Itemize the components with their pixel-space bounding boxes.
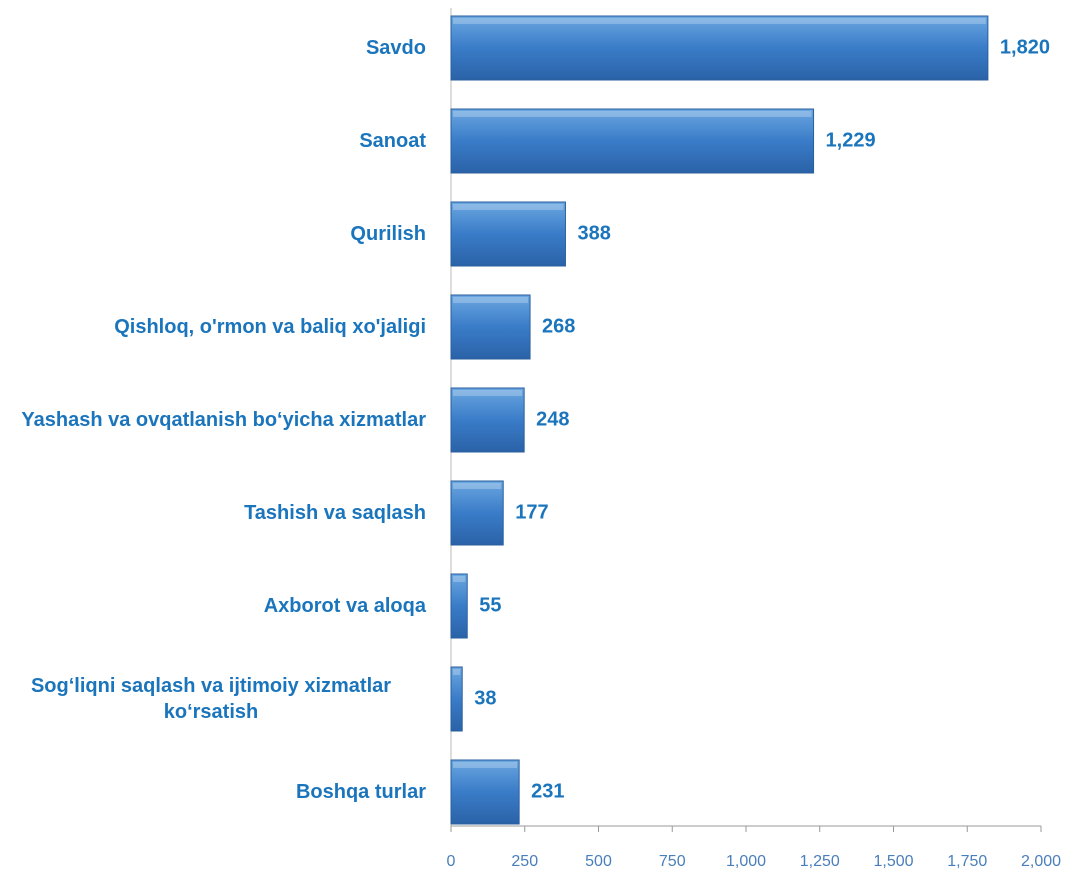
x-tick-label: 1,000 <box>726 853 766 870</box>
value-label: 1,229 <box>826 129 876 151</box>
bar <box>450 387 525 453</box>
y-tick-label: Savdo <box>365 37 426 59</box>
x-tick-label: 2,000 <box>1021 853 1061 870</box>
value-label: 268 <box>542 315 575 337</box>
category-label-box: Tashish va saqlash <box>0 481 426 545</box>
category-label-box: Qurilish <box>0 202 426 266</box>
x-tick-label: 1,750 <box>947 853 987 870</box>
bar-highlight <box>453 111 812 117</box>
value-label: 38 <box>474 687 496 709</box>
category-label-box: Savdo <box>0 16 426 80</box>
y-tick-label: Yashash va ovqatlanish bo‘yicha xizmatla… <box>21 409 426 431</box>
value-label: 177 <box>515 501 548 523</box>
category-label-box: Sanoat <box>0 109 426 173</box>
y-tick-label: Qurilish <box>350 223 426 245</box>
bar-highlight <box>453 762 518 768</box>
bar <box>450 294 531 360</box>
bar <box>450 480 504 546</box>
y-tick-label: Sog‘liqni saqlash va ijtimoiy xizmatlar … <box>30 675 392 723</box>
bar <box>450 15 989 81</box>
bar-highlight <box>453 576 466 582</box>
category-label-box: Yashash va ovqatlanish bo‘yicha xizmatla… <box>0 388 426 452</box>
x-tick-label: 1,500 <box>873 853 913 870</box>
x-tick-label: 250 <box>511 853 538 870</box>
bar <box>450 666 463 732</box>
bar-highlight <box>453 669 461 675</box>
bar <box>450 108 815 174</box>
category-label-box: Qishloq, o'rmon va baliq xo'jaligi <box>0 295 426 359</box>
bar <box>450 573 468 639</box>
category-label-box: Sog‘liqni saqlash va ijtimoiy xizmatlar … <box>0 667 426 731</box>
bar-highlight <box>453 18 986 24</box>
value-label: 55 <box>479 594 501 616</box>
bar <box>450 201 566 267</box>
bar-highlight <box>453 204 564 210</box>
bar-highlight <box>453 390 523 396</box>
value-label: 1,820 <box>1000 36 1050 58</box>
category-label-box: Boshqa turlar <box>0 760 426 824</box>
y-tick-label: Boshqa turlar <box>295 781 426 803</box>
y-tick-label: Axborot va aloqa <box>263 595 426 617</box>
bar-highlight <box>453 297 529 303</box>
x-tick-label: 500 <box>585 853 612 870</box>
category-label-box: Axborot va aloqa <box>0 574 426 638</box>
bar <box>450 759 520 825</box>
value-label: 231 <box>531 780 564 802</box>
y-tick-label: Qishloq, o'rmon va baliq xo'jaligi <box>114 316 426 338</box>
x-tick-label: 750 <box>659 853 686 870</box>
y-tick-label: Sanoat <box>359 130 426 152</box>
value-label: 248 <box>536 408 569 430</box>
x-tick-label: 0 <box>447 853 456 870</box>
x-tick-label: 1,250 <box>800 853 840 870</box>
bar-highlight <box>453 483 502 489</box>
value-label: 388 <box>577 222 610 244</box>
y-tick-label: Tashish va saqlash <box>244 502 426 524</box>
